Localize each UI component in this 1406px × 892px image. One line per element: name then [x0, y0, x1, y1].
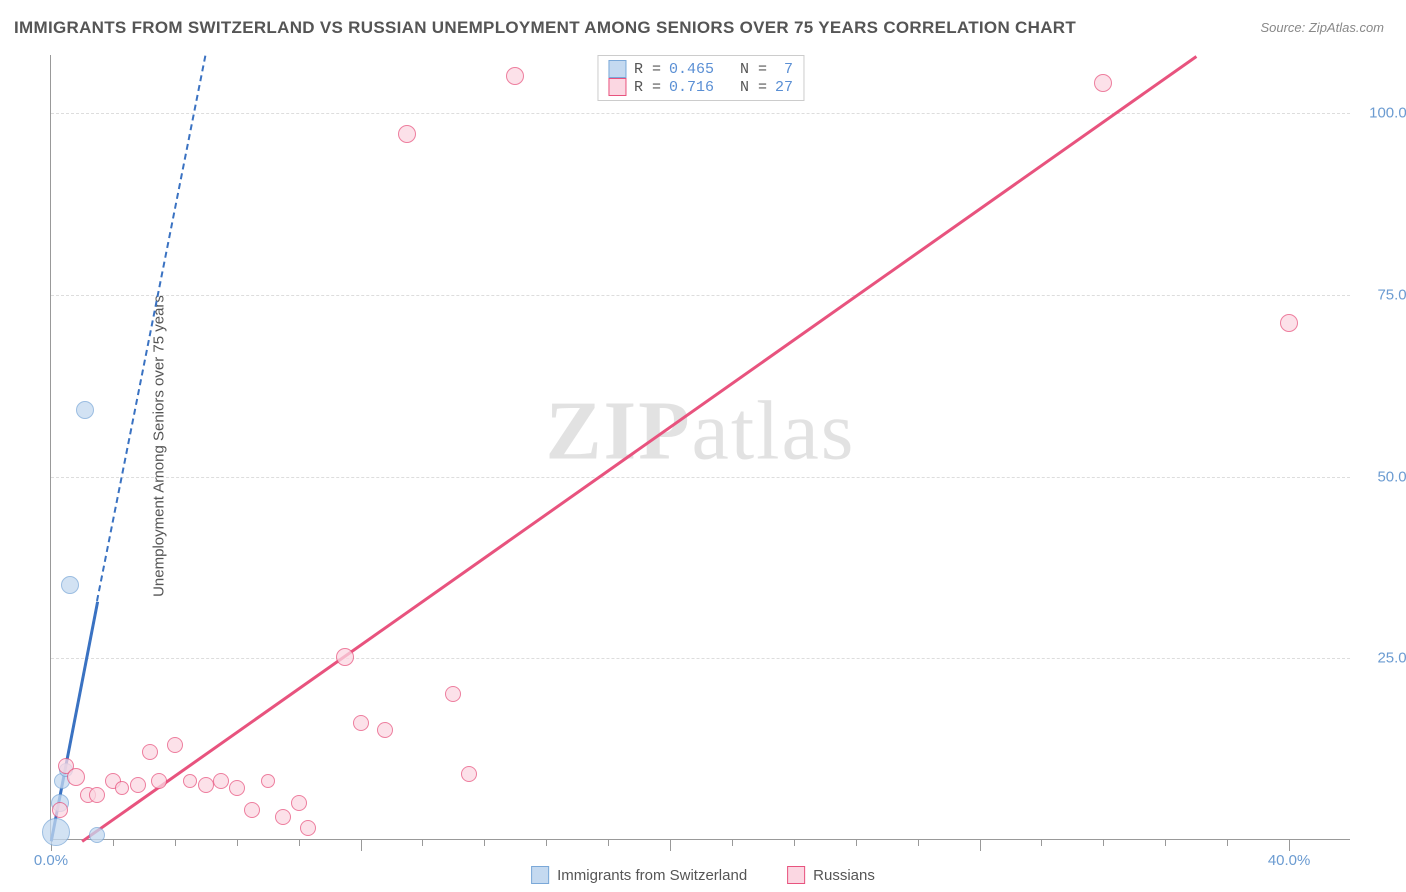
x-tick	[670, 839, 671, 851]
legend-correlation: R = 0.465 N = 7R = 0.716 N = 27	[597, 55, 804, 101]
legend-item: Immigrants from Switzerland	[531, 866, 747, 884]
data-point	[398, 125, 416, 143]
legend-item: Russians	[787, 866, 875, 884]
source-label: Source: ZipAtlas.com	[1260, 20, 1384, 35]
x-tick	[608, 839, 609, 846]
y-tick-label: 100.0%	[1369, 105, 1406, 122]
x-tick	[856, 839, 857, 846]
data-point	[89, 787, 105, 803]
data-point	[244, 802, 260, 818]
data-point	[76, 401, 94, 419]
x-tick	[299, 839, 300, 846]
data-point	[42, 818, 70, 846]
trendline-extrapolated	[96, 56, 206, 602]
data-point	[445, 686, 461, 702]
x-tick	[918, 839, 919, 846]
data-point	[1280, 314, 1298, 332]
data-point	[229, 780, 245, 796]
x-tick	[361, 839, 362, 851]
data-point	[291, 795, 307, 811]
x-tick	[1289, 839, 1290, 851]
x-tick	[422, 839, 423, 846]
data-point	[89, 827, 105, 843]
watermark: ZIPatlas	[546, 383, 856, 480]
y-tick-label: 50.0%	[1377, 468, 1406, 485]
data-point	[142, 744, 158, 760]
x-tick	[980, 839, 981, 851]
y-tick-label: 25.0%	[1377, 650, 1406, 667]
x-tick	[113, 839, 114, 846]
x-tick-label: 40.0%	[1268, 852, 1311, 869]
chart-title: IMMIGRANTS FROM SWITZERLAND VS RUSSIAN U…	[14, 18, 1076, 38]
x-tick	[175, 839, 176, 846]
gridline	[51, 113, 1350, 114]
data-point	[61, 576, 79, 594]
data-point	[506, 67, 524, 85]
plot-area: ZIPatlas R = 0.465 N = 7R = 0.716 N = 27…	[50, 55, 1350, 840]
data-point	[67, 768, 85, 786]
legend-series: Immigrants from Switzerland Russians	[531, 866, 875, 884]
x-tick	[546, 839, 547, 846]
x-tick	[1103, 839, 1104, 846]
data-point	[336, 648, 354, 666]
y-tick-label: 75.0%	[1377, 286, 1406, 303]
data-point	[461, 766, 477, 782]
trendline	[81, 55, 1197, 842]
x-tick	[484, 839, 485, 846]
data-point	[353, 715, 369, 731]
gridline	[51, 295, 1350, 296]
legend-row: R = 0.716 N = 27	[608, 78, 793, 96]
data-point	[300, 820, 316, 836]
x-tick	[1227, 839, 1228, 846]
x-tick-label: 0.0%	[34, 852, 68, 869]
legend-row: R = 0.465 N = 7	[608, 60, 793, 78]
data-point	[377, 722, 393, 738]
x-tick	[1165, 839, 1166, 846]
x-tick	[237, 839, 238, 846]
data-point	[1094, 74, 1112, 92]
data-point	[151, 773, 167, 789]
data-point	[261, 774, 275, 788]
data-point	[183, 774, 197, 788]
x-tick	[794, 839, 795, 846]
data-point	[52, 802, 68, 818]
data-point	[115, 781, 129, 795]
x-tick	[1041, 839, 1042, 846]
gridline	[51, 477, 1350, 478]
data-point	[275, 809, 291, 825]
gridline	[51, 658, 1350, 659]
data-point	[130, 777, 146, 793]
data-point	[213, 773, 229, 789]
data-point	[167, 737, 183, 753]
x-tick	[732, 839, 733, 846]
data-point	[198, 777, 214, 793]
